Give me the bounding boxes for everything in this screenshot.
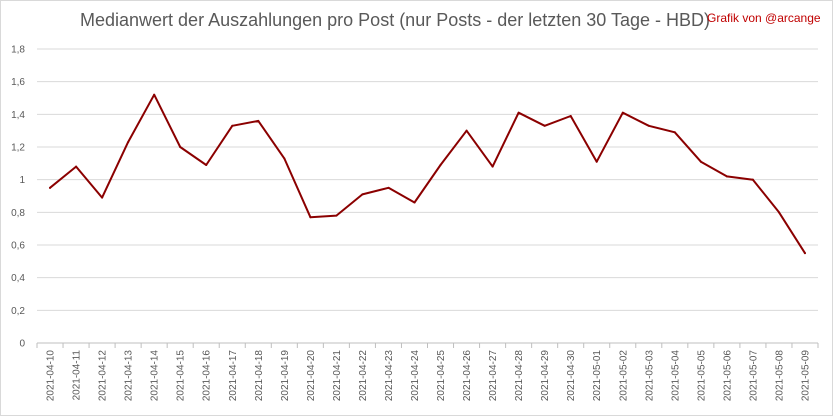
data-point [777, 211, 780, 214]
data-point [439, 163, 442, 166]
data-point [543, 124, 546, 127]
x-tick-label: 2021-05-06 [722, 350, 733, 402]
x-tick-label: 2021-05-03 [644, 350, 655, 402]
y-tick-label: 1 [19, 175, 25, 186]
x-tick-label: 2021-04-11 [72, 350, 83, 401]
data-point [361, 193, 364, 196]
x-tick-label: 2021-04-18 [254, 350, 265, 402]
data-point [725, 175, 728, 178]
data-point [49, 186, 52, 189]
x-tick-label: 2021-05-02 [618, 350, 629, 402]
data-point [309, 216, 312, 219]
x-tick-label: 2021-04-24 [410, 350, 421, 402]
data-point [413, 201, 416, 204]
x-tick-label: 2021-04-17 [228, 350, 239, 402]
series-line [49, 93, 806, 255]
x-tick-label: 2021-04-13 [124, 350, 135, 402]
data-point [595, 160, 598, 163]
x-tick-label: 2021-04-29 [540, 350, 551, 402]
data-point [127, 141, 130, 144]
data-point [751, 178, 754, 181]
data-point [231, 124, 234, 127]
data-point [621, 111, 624, 114]
x-tick-label: 2021-04-22 [358, 350, 369, 402]
y-tick-label: 1,6 [11, 77, 25, 88]
y-tick-label: 0 [19, 339, 25, 350]
x-tick-label: 2021-04-21 [332, 350, 343, 402]
data-point [257, 119, 260, 122]
x-tick-label: 2021-05-07 [748, 350, 759, 402]
data-point [335, 214, 338, 217]
data-point [569, 114, 572, 117]
data-point [517, 111, 520, 114]
data-point [647, 124, 650, 127]
y-tick-label: 0,4 [11, 273, 25, 284]
data-point [491, 165, 494, 168]
x-tick-label: 2021-04-20 [306, 350, 317, 402]
y-tick-label: 0,8 [11, 208, 25, 219]
x-tick-label: 2021-05-01 [592, 350, 603, 402]
x-tick-label: 2021-04-28 [514, 350, 525, 402]
x-tick-label: 2021-04-10 [46, 350, 57, 402]
y-tick-label: 1,2 [11, 143, 25, 154]
data-point [75, 165, 78, 168]
x-tick-label: 2021-04-15 [176, 350, 187, 402]
data-point [803, 252, 806, 255]
x-tick-label: 2021-04-30 [566, 350, 577, 402]
x-tick-label: 2021-04-19 [280, 350, 291, 402]
y-tick-label: 1,8 [11, 45, 25, 56]
series-layer [49, 93, 806, 255]
y-tick-label: 0,2 [11, 306, 25, 317]
data-point [283, 157, 286, 160]
y-tick-label: 0,6 [11, 241, 25, 252]
data-point [205, 163, 208, 166]
data-point [699, 160, 702, 163]
x-tick-label: 2021-04-26 [462, 350, 473, 402]
x-tick-label: 2021-04-12 [98, 350, 109, 402]
x-tick-label: 2021-04-27 [488, 350, 499, 402]
x-tick-label: 2021-05-08 [774, 350, 785, 402]
y-axis: 0 0,2 0,4 0,6 0,8 1 1,2 1,4 1,6 1,8 [11, 45, 25, 350]
x-tick-label: 2021-04-16 [202, 350, 213, 402]
x-tick-label: 2021-05-09 [800, 350, 811, 402]
chart-title: Medianwert der Auszahlungen pro Post (nu… [80, 10, 710, 30]
x-tick-label: 2021-05-05 [696, 350, 707, 402]
x-tick-label: 2021-05-04 [670, 350, 681, 402]
x-axis: 2021-04-10 2021-04-11 2021-04-12 2021-04-13… [36, 343, 819, 402]
data-point [179, 146, 182, 148]
data-point [101, 196, 104, 199]
gridlines [37, 48, 818, 344]
data-point [673, 131, 676, 134]
data-point [153, 93, 156, 96]
chart-credit: Grafik von @arcange [707, 11, 821, 25]
y-tick-label: 1,4 [11, 110, 25, 121]
x-tick-label: 2021-04-14 [150, 350, 161, 402]
data-point [387, 186, 390, 189]
x-tick-label: 2021-04-25 [436, 350, 447, 402]
data-point [465, 129, 468, 132]
x-tick-label: 2021-04-23 [384, 350, 395, 402]
